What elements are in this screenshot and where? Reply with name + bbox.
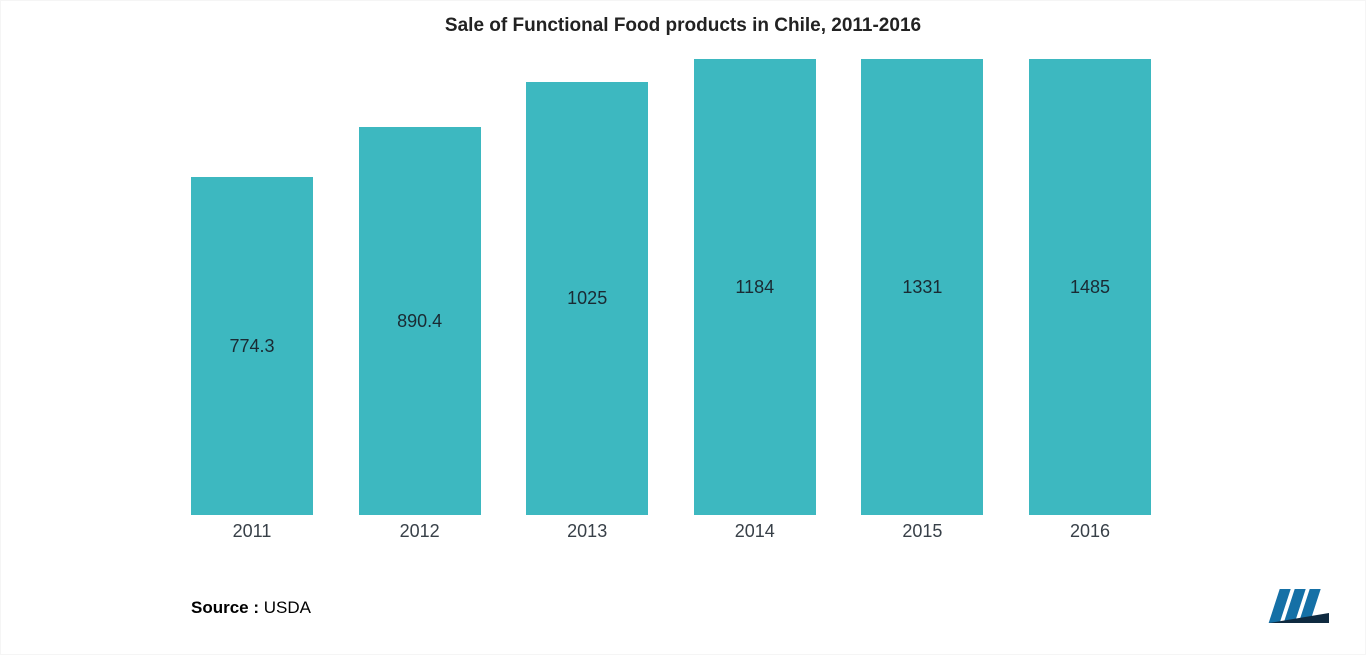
chart-title: Sale of Functional Food products in Chil… — [1, 15, 1365, 37]
x-axis-label: 2012 — [359, 521, 481, 542]
bar-value-label: 1331 — [902, 277, 942, 298]
x-axis-label: 2013 — [526, 521, 648, 542]
bar: 1485 — [1029, 59, 1151, 515]
bar: 890.4 — [359, 127, 481, 515]
chart-container: Sale of Functional Food products in Chil… — [0, 0, 1366, 655]
source-label: Source : — [191, 598, 259, 617]
bar-value-label: 1025 — [567, 288, 607, 309]
bar-value-label: 774.3 — [229, 336, 274, 357]
bar: 774.3 — [191, 177, 313, 515]
bar-value-label: 1184 — [735, 277, 774, 298]
bars-group: 774.3 890.4 1025 1184 1331 1485 — [191, 59, 1151, 515]
bar-slot: 774.3 — [191, 177, 313, 515]
bar-value-label: 1485 — [1070, 277, 1110, 298]
x-axis-labels: 2011 2012 2013 2014 2015 2016 — [191, 521, 1151, 542]
bar-slot: 890.4 — [359, 127, 481, 515]
x-axis-label: 2016 — [1029, 521, 1151, 542]
x-axis-label: 2011 — [191, 521, 313, 542]
bar-slot: 1025 — [526, 82, 648, 515]
bar-slot: 1485 — [1029, 59, 1151, 515]
bar-value-label: 890.4 — [397, 311, 442, 332]
source-value: USDA — [264, 598, 311, 617]
bar: 1025 — [526, 82, 648, 515]
brand-logo — [1267, 585, 1331, 632]
bar-slot: 1184 — [694, 59, 816, 515]
bar: 1331 — [861, 59, 983, 515]
plot-area: 774.3 890.4 1025 1184 1331 1485 — [191, 59, 1151, 515]
source-line: Source : USDA — [191, 598, 311, 618]
bar: 1184 — [694, 59, 816, 515]
x-axis-label: 2015 — [861, 521, 983, 542]
x-axis-label: 2014 — [694, 521, 816, 542]
bar-slot: 1331 — [861, 59, 983, 515]
